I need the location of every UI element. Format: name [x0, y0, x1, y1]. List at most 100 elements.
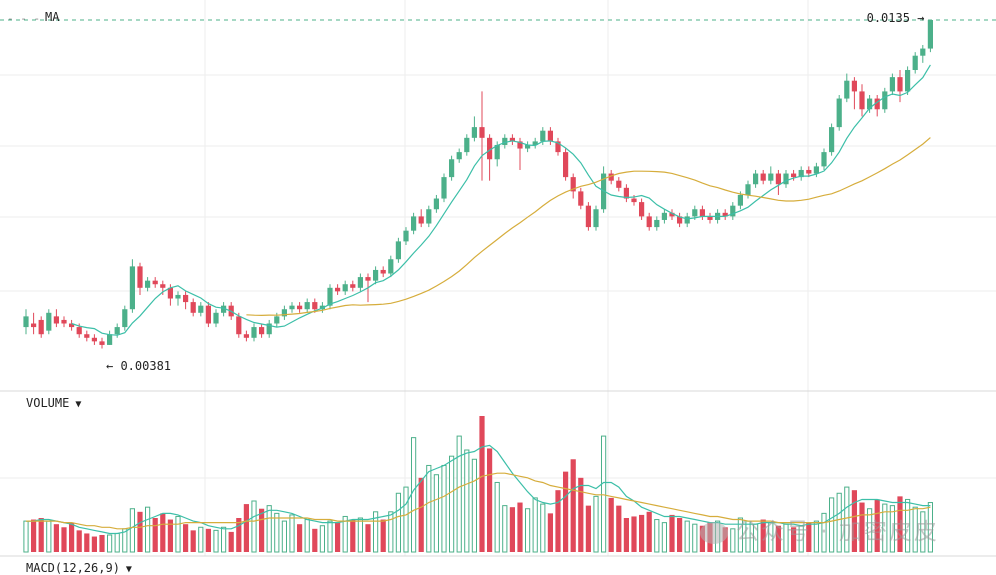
volume-bar [722, 527, 728, 552]
volume-bar [449, 455, 455, 553]
volume-bar [912, 506, 918, 553]
volume-bar [616, 505, 622, 552]
volume-label-text: VOLUME [26, 396, 70, 410]
candle-body [661, 212, 667, 220]
candle-body [31, 323, 37, 328]
candle-body [274, 316, 280, 324]
candle-body [411, 216, 417, 231]
volume-bar [730, 528, 736, 553]
volume-bar [882, 503, 888, 553]
ma-slow-line [246, 137, 931, 317]
volume-pane-label[interactable]: VOLUME ▼ [26, 396, 81, 410]
candle-body [160, 284, 166, 288]
candle-body [69, 323, 75, 328]
candle-body [563, 152, 569, 178]
candle-body [456, 152, 462, 160]
volume-bar [692, 523, 698, 553]
low-price-marker: ← 0.00381 [106, 359, 171, 373]
candle-body [449, 159, 455, 178]
candle-body [829, 127, 835, 153]
candle-body [175, 294, 181, 299]
ma-indicator-label[interactable]: MA [45, 10, 59, 24]
volume-bar [160, 513, 166, 552]
volume-bar [107, 534, 113, 553]
volume-bar [737, 517, 743, 553]
candle-body [61, 319, 67, 324]
volume-bar [608, 497, 614, 552]
candle-body [319, 305, 325, 310]
volume-bar [563, 471, 569, 552]
volume-bar [342, 515, 348, 553]
candle-body [403, 230, 409, 242]
candle-body [844, 80, 850, 99]
candle-body [53, 316, 59, 324]
candle-body [281, 309, 287, 317]
candle-body [259, 327, 265, 335]
volume-bar [243, 504, 249, 552]
volume-bar [479, 416, 485, 552]
volume-bar [532, 497, 538, 553]
watermark-text: 公众号 · 加密皮皮 [736, 519, 939, 545]
candle-body [183, 294, 189, 303]
candle-body [137, 266, 143, 288]
volume-bar [319, 525, 325, 553]
eye-slash-icon[interactable]: - - - [7, 12, 41, 25]
candle-body [699, 209, 705, 217]
volume-bar [471, 458, 477, 553]
candle-body [783, 173, 789, 185]
volume-bar [677, 518, 683, 552]
ma-fast-line [71, 64, 931, 336]
volume-bar [266, 505, 272, 553]
candle-body [107, 334, 113, 345]
volume-bar [851, 490, 857, 552]
candle-body [509, 137, 515, 142]
volume-bar [464, 449, 470, 553]
volume-bar [357, 517, 363, 553]
volume-bar [365, 524, 371, 552]
candle-body [312, 302, 318, 310]
candle-body [236, 316, 242, 335]
candle-body [760, 173, 766, 181]
volume-bar [335, 522, 341, 552]
candle-body [395, 241, 401, 260]
candle-body [365, 277, 371, 281]
candle-body [479, 127, 485, 138]
candle-body [487, 137, 493, 160]
candle-body [464, 137, 470, 153]
candle-body [585, 205, 591, 228]
candle-body [145, 280, 151, 288]
volume-bar [623, 518, 629, 552]
candle-body [213, 312, 219, 324]
candle-body [243, 334, 249, 338]
high-price-marker: 0.0135 → [867, 11, 925, 25]
candle-body [289, 305, 295, 310]
volume-bar [517, 502, 523, 552]
volume-bar [631, 516, 637, 552]
volume-bar [281, 520, 287, 553]
volume-bar [304, 519, 310, 553]
volume-bar [509, 507, 515, 552]
candle-body [859, 91, 865, 110]
macd-pane-label[interactable]: MACD(12,26,9) ▼ [26, 561, 132, 575]
candle-body [471, 127, 477, 138]
candle-body [730, 205, 736, 217]
volume-bar [198, 526, 204, 553]
caret-down-icon[interactable]: ▼ [75, 399, 82, 410]
candle-body [23, 316, 29, 328]
candle-body [821, 152, 827, 167]
volume-bar [684, 520, 690, 553]
volume-bar [274, 512, 280, 553]
volume-bar [601, 435, 607, 553]
candle-body [190, 302, 196, 313]
candle-body [768, 173, 774, 181]
ma-label-text: MA [45, 10, 60, 24]
volume-bar [350, 519, 356, 552]
candle-body [342, 284, 348, 292]
candle-body [251, 327, 257, 338]
candle-body [677, 216, 683, 224]
candle-body [304, 302, 310, 310]
volume-bar [167, 519, 173, 552]
volume-bar [221, 526, 227, 553]
